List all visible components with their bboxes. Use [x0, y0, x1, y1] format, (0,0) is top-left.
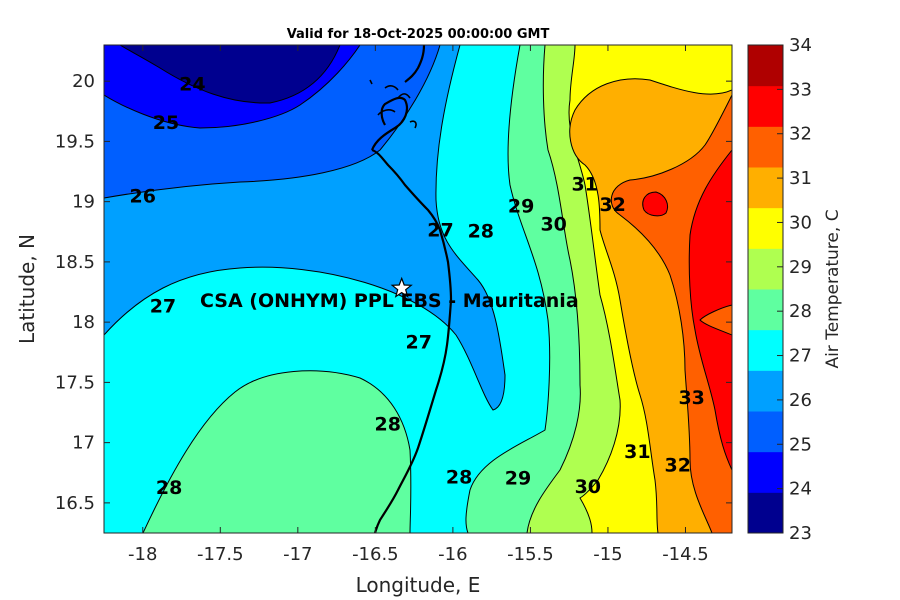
x-tick-label: -16.5: [352, 544, 399, 565]
band-32-33-notch: [699, 304, 732, 336]
contour-label: 29: [508, 195, 534, 217]
colorbar-tick-label: 25: [789, 434, 812, 455]
colorbar-tick-label: 34: [789, 35, 812, 56]
x-axis: -18 -17.5 -17 -16.5 -16 -15.5 -15 -14.5: [128, 45, 709, 565]
coastline-main: [371, 148, 453, 533]
colorbar-segment: [748, 207, 783, 249]
coastline-islands: [369, 79, 417, 129]
contour-label: 27: [150, 295, 176, 317]
band-33-34-spot: [642, 191, 669, 217]
figure-title: Valid for 18-Oct-2025 00:00:00 GMT: [287, 27, 550, 42]
y-tick-label: 18.5: [55, 252, 95, 273]
y-tick-label: 17: [72, 433, 95, 454]
contour-label: 27: [427, 219, 453, 241]
y-tick-label: 17.5: [55, 372, 95, 393]
plot-frame: [103, 44, 733, 534]
x-tick-label: -16: [438, 544, 467, 565]
colorbar-tick-label: 23: [789, 523, 812, 544]
colorbar-tick-label: 28: [789, 301, 812, 322]
contour-label: 31: [624, 441, 650, 463]
site-star-icon: [390, 276, 413, 298]
contour-label: 29: [505, 468, 531, 490]
colorbar-segment: [748, 167, 783, 209]
contour-label: 24: [179, 74, 205, 96]
colorbar-tick-label: 24: [789, 479, 812, 500]
y-tick-label: 19: [72, 192, 95, 213]
x-tick-label: -14.5: [662, 544, 709, 565]
colorbar-tick-label: 26: [789, 390, 812, 411]
contour-label: 27: [406, 331, 432, 353]
site-marker-group: CSA (ONHYM) PPL EBS - Mauritania: [200, 276, 579, 312]
y-tick-label: 16.5: [55, 493, 95, 514]
colorbar-segment: [748, 289, 783, 331]
colorbar: [748, 45, 783, 534]
site-label: CSA (ONHYM) PPL EBS - Mauritania: [200, 290, 579, 312]
colorbar-tick-label: 32: [789, 124, 812, 145]
contour-label: 28: [468, 221, 494, 243]
band-28-29-south: [142, 370, 412, 533]
band-33-34-main: [688, 149, 732, 471]
colorbar-tick-label: 31: [789, 168, 812, 189]
contour-label: 32: [599, 194, 625, 216]
colorbar-segment: [748, 492, 783, 534]
contour-label: 26: [130, 186, 156, 208]
x-tick-label: -15.5: [507, 544, 554, 565]
contour-label: 25: [153, 112, 179, 134]
colorbar-frame: [747, 44, 784, 534]
colorbar-tick-label: 33: [789, 79, 812, 100]
colorbar-segment: [748, 85, 783, 127]
x-tick-label: -17.5: [197, 544, 244, 565]
x-tick-label: -18: [128, 544, 157, 565]
x-tick-label: -15: [593, 544, 622, 565]
y-tick-label: 19.5: [55, 131, 95, 152]
contour-label: 32: [665, 454, 691, 476]
contour-label: 30: [575, 476, 601, 498]
y-axis: 20 19.5 19 18.5 18 17.5 17 16.5: [55, 71, 732, 514]
band-23-24: [119, 45, 341, 104]
contour-label: 28: [446, 466, 472, 488]
contour-label: 31: [571, 174, 597, 196]
coastline-bay: [370, 96, 409, 151]
colorbar-segment: [748, 370, 783, 412]
y-tick-label: 20: [72, 71, 95, 92]
colorbar-tick-label: 30: [789, 212, 812, 233]
colorbar-segment: [748, 248, 783, 290]
colorbar-segment: [748, 126, 783, 168]
y-tick-label: 18: [72, 312, 95, 333]
colorbar-segment: [748, 451, 783, 493]
colorbar-segment: [748, 329, 783, 371]
contour-label: 30: [540, 213, 566, 235]
colorbar-ticks: 34 33 32 31 30 29 28 27 26 25 24 23: [777, 35, 812, 544]
colorbar-segment: [748, 411, 783, 453]
contour-label: 28: [156, 477, 182, 499]
colorbar-segment: [748, 45, 783, 87]
coastline-north: [404, 45, 426, 83]
contour-label: 28: [375, 413, 401, 435]
colorbar-tick-label: 27: [789, 346, 812, 367]
y-axis-label: Latitude, N: [15, 234, 39, 344]
x-axis-label: Longitude, E: [356, 573, 481, 597]
contour-label: 33: [678, 387, 704, 409]
x-tick-label: -17: [283, 544, 312, 565]
colorbar-label: Air Temperature, C: [823, 209, 843, 368]
coastline: [369, 45, 453, 533]
contour-map: [104, 45, 732, 533]
colorbar-tick-label: 29: [789, 257, 812, 278]
